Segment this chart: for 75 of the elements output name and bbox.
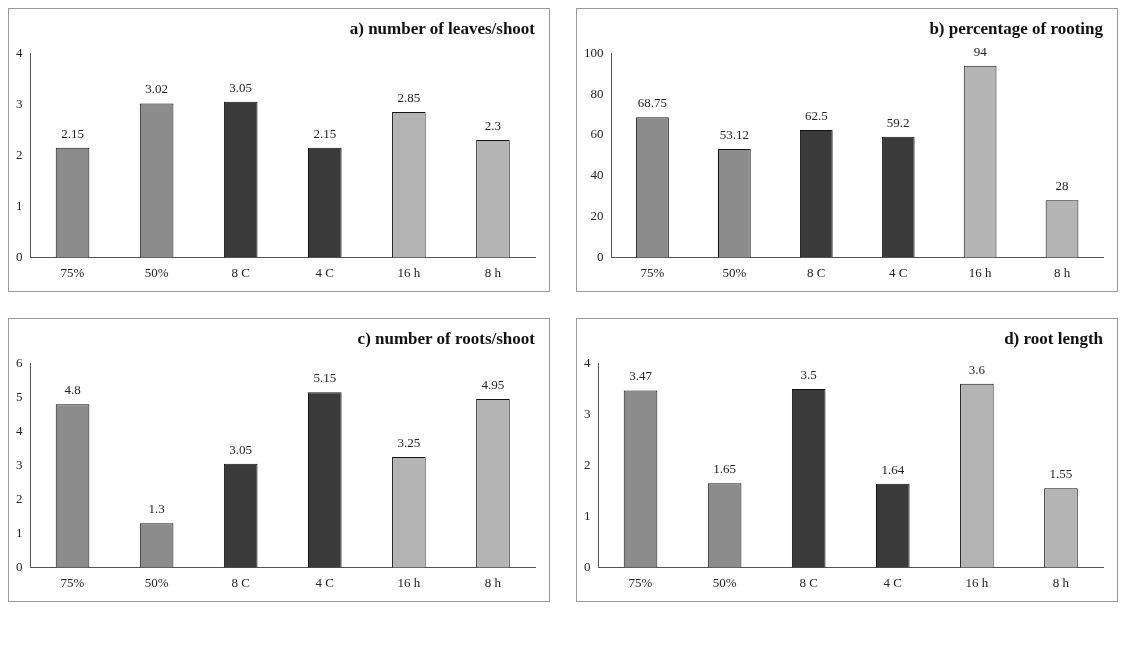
data-label: 3.5 bbox=[800, 366, 817, 382]
data-label: 1.55 bbox=[1049, 466, 1073, 482]
data-label: 59.2 bbox=[886, 114, 910, 130]
x-tick-label: 4 C bbox=[315, 574, 334, 590]
y-tick-label: 6 bbox=[16, 354, 23, 370]
y-tick-label: 4 bbox=[584, 354, 591, 370]
x-tick-label: 75% bbox=[628, 574, 653, 590]
y-tick-label: 20 bbox=[590, 208, 604, 224]
x-tick-label: 8 h bbox=[484, 264, 502, 280]
data-label: 3.25 bbox=[397, 434, 421, 450]
y-tick-label: 4 bbox=[16, 44, 23, 60]
data-label: 2.85 bbox=[397, 89, 421, 105]
x-tick-label: 50% bbox=[712, 574, 737, 590]
y-tick-label: 1 bbox=[16, 524, 23, 540]
y-tick-label: 3 bbox=[16, 95, 23, 111]
chart-title: d) root length bbox=[1004, 328, 1104, 348]
y-tick-label: 2 bbox=[584, 456, 591, 472]
data-label: 3.05 bbox=[229, 441, 253, 457]
x-tick-label: 50% bbox=[722, 264, 747, 280]
y-tick-label: 4 bbox=[16, 422, 23, 438]
data-label: 5.15 bbox=[313, 370, 337, 386]
y-tick-label: 0 bbox=[597, 248, 604, 264]
x-tick-label: 8 h bbox=[1052, 574, 1070, 590]
data-label: 94 bbox=[973, 43, 988, 59]
data-label: 2.15 bbox=[313, 125, 337, 141]
y-tick-label: 0 bbox=[16, 558, 23, 574]
x-tick-label: 16 h bbox=[965, 574, 989, 590]
y-tick-label: 3 bbox=[16, 456, 23, 472]
y-tick-label: 3 bbox=[584, 405, 591, 421]
y-tick-label: 5 bbox=[16, 388, 23, 404]
data-label: 4.95 bbox=[481, 377, 505, 393]
x-tick-label: 4 C bbox=[883, 574, 902, 590]
x-tick-label: 16 h bbox=[397, 574, 421, 590]
x-tick-label: 8 h bbox=[1053, 264, 1071, 280]
x-tick-label: 8 C bbox=[807, 264, 826, 280]
x-tick-label: 75% bbox=[60, 264, 85, 280]
data-label: 62.5 bbox=[804, 107, 828, 123]
data-label: 28 bbox=[1055, 178, 1069, 194]
y-tick-label: 40 bbox=[590, 167, 604, 183]
data-label: 53.12 bbox=[719, 126, 749, 142]
x-tick-label: 16 h bbox=[397, 264, 421, 280]
x-tick-label: 4 C bbox=[889, 264, 908, 280]
x-tick-label: 8 C bbox=[231, 264, 250, 280]
y-tick-label: 60 bbox=[590, 126, 604, 142]
x-tick-label: 8 C bbox=[231, 574, 250, 590]
y-tick-label: 1 bbox=[584, 507, 591, 523]
data-label: 3.6 bbox=[968, 361, 986, 377]
data-label: 3.02 bbox=[145, 81, 168, 97]
x-tick-label: 50% bbox=[144, 264, 169, 280]
y-tick-label: 100 bbox=[584, 44, 604, 60]
data-label: 1.3 bbox=[148, 501, 165, 517]
x-tick-label: 4 C bbox=[315, 264, 334, 280]
data-label: 4.8 bbox=[64, 382, 81, 398]
chart-title: a) number of leaves/shoot bbox=[349, 18, 536, 38]
x-tick-label: 16 h bbox=[968, 264, 992, 280]
data-label: 3.47 bbox=[629, 368, 653, 384]
x-tick-label: 75% bbox=[60, 574, 85, 590]
data-label: 2.15 bbox=[61, 125, 84, 141]
y-tick-label: 2 bbox=[16, 146, 23, 162]
y-tick-label: 1 bbox=[16, 197, 23, 213]
data-label: 2.3 bbox=[484, 118, 502, 134]
data-label: 1.64 bbox=[881, 461, 905, 477]
data-label: 3.05 bbox=[229, 79, 253, 95]
data-label: 68.75 bbox=[637, 95, 668, 111]
x-tick-label: 75% bbox=[640, 264, 665, 280]
y-tick-label: 0 bbox=[584, 558, 591, 574]
x-tick-label: 8 C bbox=[799, 574, 818, 590]
data-label: 1.65 bbox=[713, 461, 736, 477]
x-tick-label: 50% bbox=[144, 574, 169, 590]
x-tick-label: 8 h bbox=[484, 574, 502, 590]
y-tick-label: 2 bbox=[16, 490, 23, 506]
chart-title: c) number of roots/shoot bbox=[357, 328, 536, 348]
chart-title: b) percentage of rooting bbox=[929, 18, 1104, 38]
y-tick-label: 0 bbox=[16, 248, 23, 264]
y-tick-label: 80 bbox=[590, 85, 604, 101]
